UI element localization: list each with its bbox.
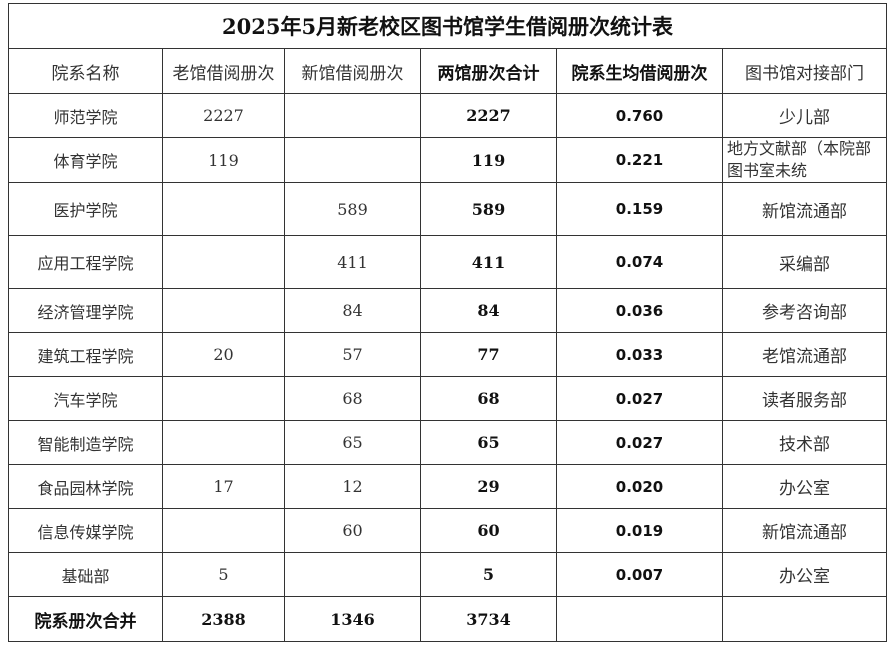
old-library-count-cell: 20 [162,332,285,377]
total-count-cell: 5 [420,552,557,597]
new-library-count-cell: 68 [284,376,421,421]
total-count-cell: 68 [420,376,557,421]
dept-name-cell: 经济管理学院 [8,288,163,333]
dept-name-cell: 师范学院 [8,93,163,138]
dept-name-cell: 汽车学院 [8,376,163,421]
old-library-count-cell [162,420,285,465]
dept-name-cell: 应用工程学院 [8,235,163,289]
total-count-cell: 2227 [420,93,557,138]
old-library-count-cell: 5 [162,552,285,597]
table-row: 师范学院 2227 2227 0.760 少儿部 [8,93,888,138]
liaison-dept-cell: 老馆流通部 [721,332,888,377]
new-library-count-cell [284,137,421,183]
old-library-count-cell [162,288,285,333]
liaison-dept-cell: 地方文献部（本院部图书室未统 [721,137,888,183]
table-row: 信息传媒学院 60 60 0.019 新馆流通部 [8,508,888,553]
liaison-dept-cell: 读者服务部 [721,376,888,421]
average-count-cell: 0.221 [556,137,723,183]
average-count-cell: 0.159 [556,182,723,236]
average-count-cell: 0.760 [556,93,723,138]
old-library-count-cell [162,376,285,421]
title-row: 2025年5月新老校区图书馆学生借阅册次统计表 [7,3,888,49]
liaison-dept-cell: 办公室 [721,464,888,509]
total-count-cell: 589 [420,182,557,236]
summary-grand-total: 3734 [420,596,557,642]
dept-name-cell: 医护学院 [8,182,163,236]
liaison-dept-cell: 新馆流通部 [721,182,888,236]
table-row: 经济管理学院 84 84 0.036 参考咨询部 [8,288,888,333]
header-liaison-dept: 图书馆对接部门 [721,48,888,94]
new-library-count-cell [284,552,421,597]
total-count-cell: 119 [420,137,557,183]
table-row: 食品园林学院 17 12 29 0.020 办公室 [8,464,888,509]
header-average: 院系生均借阅册次 [556,48,723,94]
summary-old-total: 2388 [162,596,285,642]
new-library-count-cell [284,93,421,138]
new-library-count-cell: 60 [284,508,421,553]
old-library-count-cell: 119 [162,137,285,183]
table-row: 应用工程学院 411 411 0.074 采编部 [8,235,888,289]
dept-name-cell: 信息传媒学院 [8,508,163,553]
new-library-count-cell: 12 [284,464,421,509]
old-library-count-cell [162,182,285,236]
new-library-count-cell: 84 [284,288,421,333]
dept-name-cell: 基础部 [8,552,163,597]
table-title: 2025年5月新老校区图书馆学生借阅册次统计表 [7,3,888,49]
new-library-count-cell: 57 [284,332,421,377]
liaison-dept-cell: 新馆流通部 [721,508,888,553]
total-count-cell: 29 [420,464,557,509]
statistics-sheet: 2025年5月新老校区图书馆学生借阅册次统计表 院系名称 老馆借阅册次 新馆借阅… [7,3,888,643]
summary-label: 院系册次合并 [8,596,163,642]
average-count-cell: 0.019 [556,508,723,553]
table-row: 基础部 5 5 0.007 办公室 [8,552,888,597]
table-row: 汽车学院 68 68 0.027 读者服务部 [8,376,888,421]
summary-row: 院系册次合并 2388 1346 3734 [8,596,888,642]
total-count-cell: 77 [420,332,557,377]
liaison-dept-cell: 技术部 [721,420,888,465]
new-library-count-cell: 65 [284,420,421,465]
old-library-count-cell [162,508,285,553]
header-row: 院系名称 老馆借阅册次 新馆借阅册次 两馆册次合计 院系生均借阅册次 图书馆对接… [8,48,888,94]
old-library-count-cell: 17 [162,464,285,509]
header-total: 两馆册次合计 [420,48,557,94]
dept-name-cell: 建筑工程学院 [8,332,163,377]
dept-name-cell: 体育学院 [8,137,163,183]
dept-name-cell: 食品园林学院 [8,464,163,509]
statistics-table: 2025年5月新老校区图书馆学生借阅册次统计表 院系名称 老馆借阅册次 新馆借阅… [7,3,888,642]
header-old-library: 老馆借阅册次 [162,48,285,94]
average-count-cell: 0.020 [556,464,723,509]
average-count-cell: 0.074 [556,235,723,289]
new-library-count-cell: 411 [284,235,421,289]
liaison-dept-cell: 少儿部 [721,93,888,138]
average-count-cell: 0.033 [556,332,723,377]
total-count-cell: 411 [420,235,557,289]
average-count-cell: 0.007 [556,552,723,597]
liaison-dept-text: 地方文献部（本院部图书室未统 [727,139,872,180]
table-row: 医护学院 589 589 0.159 新馆流通部 [8,182,888,236]
total-count-cell: 60 [420,508,557,553]
total-count-cell: 84 [420,288,557,333]
header-dept-name: 院系名称 [8,48,163,94]
total-count-cell: 65 [420,420,557,465]
liaison-dept-cell: 采编部 [721,235,888,289]
dept-name-cell: 智能制造学院 [8,420,163,465]
average-count-cell: 0.027 [556,420,723,465]
old-library-count-cell: 2227 [162,93,285,138]
table-row: 智能制造学院 65 65 0.027 技术部 [8,420,888,465]
liaison-dept-cell: 参考咨询部 [721,288,888,333]
average-count-cell: 0.036 [556,288,723,333]
average-count-cell: 0.027 [556,376,723,421]
liaison-dept-cell: 办公室 [721,552,888,597]
summary-average [556,596,723,642]
table-row: 建筑工程学院 20 57 77 0.033 老馆流通部 [8,332,888,377]
summary-new-total: 1346 [284,596,421,642]
old-library-count-cell [162,235,285,289]
new-library-count-cell: 589 [284,182,421,236]
summary-dept [721,596,888,642]
header-new-library: 新馆借阅册次 [284,48,421,94]
table-row: 体育学院 119 119 0.221 地方文献部（本院部图书室未统 [8,137,888,183]
